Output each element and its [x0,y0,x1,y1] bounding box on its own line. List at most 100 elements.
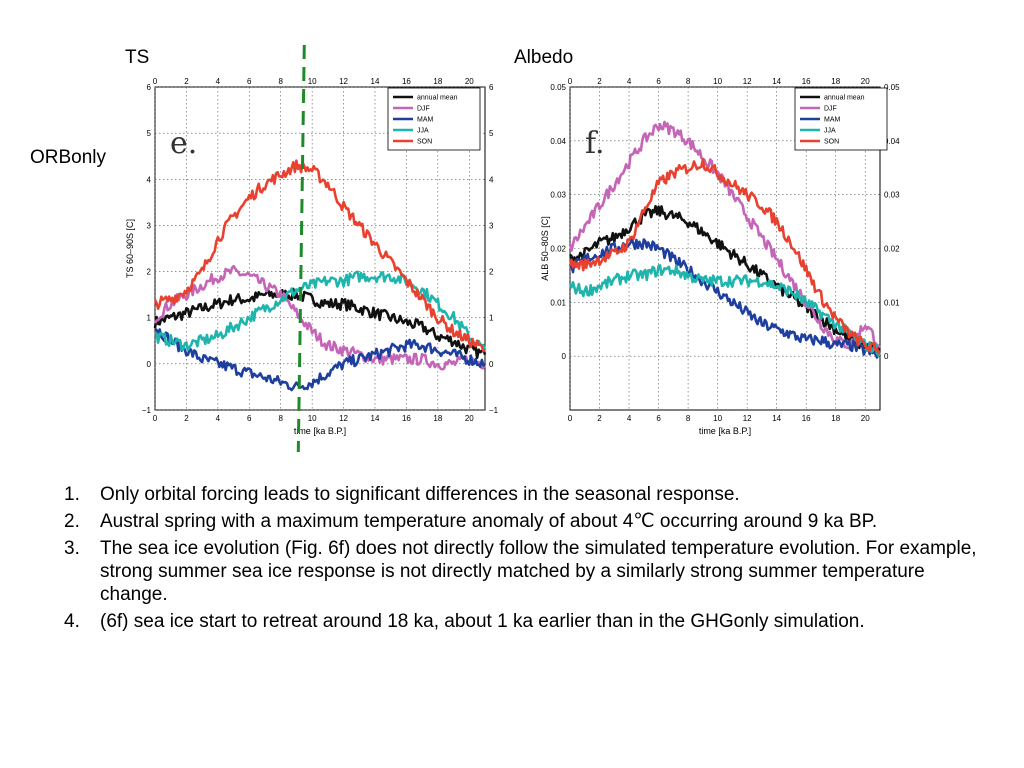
series-line-annual-mean [153,287,487,360]
x-tick-label-top: 10 [713,77,722,86]
panel-letter: e. [170,126,197,161]
x-axis-title: time [ka B.P.] [294,426,346,436]
y-tick-label-right: 3 [489,221,494,230]
y-tick-label-left: 0.05 [550,83,566,92]
panel-letter: f. [585,126,605,161]
x-tick-label-bottom: 20 [861,414,870,423]
x-tick-label-top: 6 [247,77,252,86]
legend-entry: SON [824,139,839,146]
note-text: Austral spring with a maximum temperatur… [100,511,878,532]
note-text: Only orbital forcing leads to significan… [100,484,740,505]
x-tick-label-top: 18 [433,77,442,86]
legend-entry: MAM [824,117,841,124]
x-tick-label-top: 6 [656,77,661,86]
legend-entry: DJF [417,106,430,113]
x-tick-label-bottom: 0 [568,414,573,423]
x-tick-label-top: 16 [402,77,411,86]
legend-entry: JJA [417,128,429,135]
y-tick-label-right: 0.03 [884,191,900,200]
y-tick-label-left: 1 [147,314,152,323]
x-tick-label-top: 20 [861,77,870,86]
x-tick-label-top: 20 [465,77,474,86]
y-tick-label-right: 6 [489,83,494,92]
y-tick-label-left: 0 [147,360,152,369]
x-tick-label-top: 12 [743,77,752,86]
x-tick-label-bottom: 18 [433,414,442,423]
y-tick-label-left: 3 [147,221,152,230]
x-tick-label-bottom: 0 [153,414,158,423]
y-tick-label-left: 0 [562,352,567,361]
x-tick-label-bottom: 8 [686,414,691,423]
series-line-djf [568,120,881,350]
note-item: 2. Austral spring with a maximum temperat… [64,510,984,533]
y-tick-label-right: 0.02 [884,245,900,254]
series-line-jja [154,270,487,351]
albedo-panel-label: Albedo [514,47,574,68]
x-tick-label-bottom: 14 [772,414,781,423]
y-tick-label-right: −1 [489,406,499,415]
y-tick-label-left: 0.02 [550,245,566,254]
x-tick-label-bottom: 12 [339,414,348,423]
x-tick-label-bottom: 20 [465,414,474,423]
legend-entry: JJA [824,128,836,135]
x-tick-label-bottom: 16 [802,414,811,423]
x-axis-title: time [ka B.P.] [699,426,751,436]
x-tick-label-top: 18 [831,77,840,86]
x-tick-label-bottom: 10 [713,414,722,423]
note-number: 2. [64,511,80,532]
orbonly-label: ORBonly [30,147,107,168]
legend-entry: SON [417,139,432,146]
x-tick-label-bottom: 8 [278,414,283,423]
series-line-jja [568,264,882,357]
ts-panel-label: TS [125,47,150,68]
x-tick-label-top: 4 [627,77,632,86]
series-line-son [153,159,486,353]
x-tick-label-bottom: 12 [743,414,752,423]
y-tick-label-right: 0.01 [884,298,900,307]
x-tick-label-top: 12 [339,77,348,86]
x-tick-label-top: 14 [371,77,380,86]
y-tick-label-right: 0.04 [884,137,900,146]
y-axis-title: ALB 50–80S [C] [540,216,550,281]
y-tick-label-right: 5 [489,129,494,138]
x-tick-label-bottom: 4 [216,414,221,423]
y-tick-label-right: 0.05 [884,83,900,92]
x-tick-label-bottom: 18 [831,414,840,423]
y-tick-label-left: 0.01 [550,298,566,307]
note-text: The sea ice evolution (Fig. 6f) does not… [100,538,977,605]
y-tick-label-left: 5 [147,129,152,138]
y-tick-label-left: 0.04 [550,137,566,146]
x-tick-label-top: 8 [278,77,283,86]
y-tick-label-right: 4 [489,175,494,184]
y-tick-label-left: 6 [147,83,152,92]
x-tick-label-top: 16 [802,77,811,86]
note-number: 1. [64,484,80,505]
x-tick-label-top: 2 [184,77,189,86]
x-tick-label-top: 2 [597,77,602,86]
y-tick-label-right: 0 [884,352,889,361]
x-tick-label-bottom: 6 [656,414,661,423]
y-tick-label-right: 2 [489,268,494,277]
x-tick-label-top: 0 [153,77,158,86]
y-tick-label-left: 0.03 [550,191,566,200]
x-tick-label-bottom: 2 [597,414,602,423]
x-tick-label-bottom: 14 [371,414,380,423]
y-tick-label-left: 4 [147,175,152,184]
x-tick-label-bottom: 2 [184,414,189,423]
x-tick-label-bottom: 10 [308,414,317,423]
y-tick-label-left: 2 [147,268,152,277]
x-tick-label-top: 14 [772,77,781,86]
note-item: 3. The sea ice evolution (Fig. 6f) does n… [64,537,984,606]
x-tick-label-top: 4 [216,77,221,86]
series-line-djf [153,264,487,371]
legend-entry: MAM [417,117,434,124]
x-tick-label-top: 10 [308,77,317,86]
legend-entry: annual mean [417,95,458,102]
note-item: 1. Only orbital forcing leads to signific… [64,483,984,506]
note-number: 3. [64,538,80,559]
x-tick-label-bottom: 6 [247,414,252,423]
series-line-son [568,158,882,355]
note-number: 4. [64,611,80,632]
y-tick-label-right: 0 [489,360,494,369]
